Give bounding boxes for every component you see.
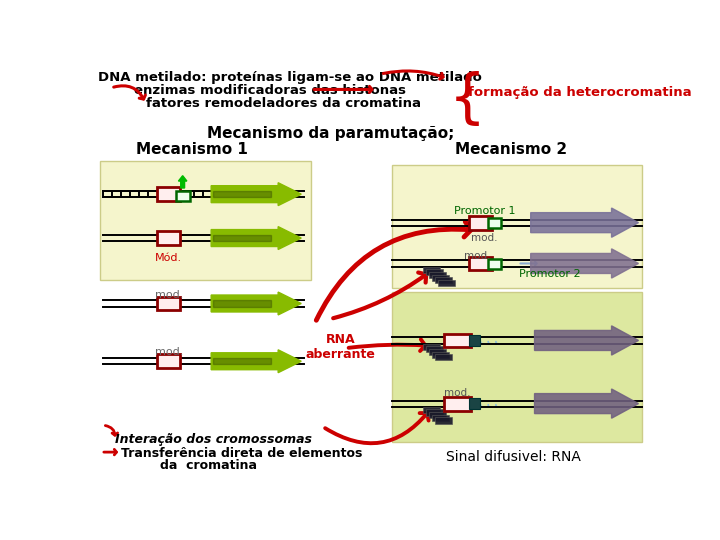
Bar [423, 267, 440, 273]
Text: Mecanismo da paramutação;: Mecanismo da paramutação; [207, 126, 454, 141]
Bar [435, 354, 452, 361]
FancyArrow shape [211, 350, 301, 373]
Text: Promotor 2: Promotor 2 [519, 269, 581, 279]
FancyArrow shape [212, 300, 271, 307]
Text: Sinal difusivel: RNA: Sinal difusivel: RNA [446, 450, 581, 464]
Bar [469, 215, 492, 230]
Bar [438, 280, 455, 286]
Text: mod.: mod. [155, 347, 183, 356]
Bar [157, 231, 180, 245]
Bar [157, 187, 180, 201]
Bar [444, 334, 472, 347]
FancyArrow shape [212, 358, 271, 365]
Bar [429, 272, 446, 278]
Bar [429, 412, 446, 418]
Text: DNA metilado: proteínas ligam-se ao DNA metilado: DNA metilado: proteínas ligam-se ao DNA … [98, 71, 482, 84]
Text: Mód.: Mód. [156, 253, 182, 264]
Bar [426, 346, 443, 353]
FancyArrow shape [534, 326, 639, 355]
Text: enzimas modificadoras das histonas: enzimas modificadoras das histonas [134, 84, 406, 97]
FancyArrow shape [212, 235, 271, 241]
Bar [429, 349, 446, 355]
Text: formação da heterocromatina: formação da heterocromatina [467, 86, 691, 99]
Text: fatores remodeladores da cromatina: fatores remodeladores da cromatina [145, 97, 420, 110]
Text: Interação dos cromossomas: Interação dos cromossomas [115, 433, 312, 446]
Bar [99, 161, 311, 280]
Text: mod.: mod. [155, 289, 183, 300]
FancyArrow shape [179, 176, 187, 188]
Bar [157, 354, 180, 368]
FancyArrow shape [211, 227, 301, 249]
Bar [435, 278, 452, 284]
Text: $\{$: $\{$ [448, 69, 480, 127]
Bar [487, 218, 501, 228]
Bar [469, 256, 492, 271]
Bar [432, 352, 449, 358]
Bar [423, 343, 440, 350]
Text: RNA
aberrante: RNA aberrante [305, 333, 375, 361]
Bar [423, 407, 440, 413]
FancyArrow shape [534, 389, 639, 418]
Text: Promotor 1: Promotor 1 [454, 206, 516, 215]
FancyArrow shape [211, 292, 301, 315]
FancyArrow shape [531, 208, 639, 237]
Bar [469, 398, 480, 409]
Bar [426, 409, 443, 416]
Bar [426, 269, 443, 275]
Bar [432, 275, 449, 281]
Text: mod.: mod. [472, 233, 498, 242]
Bar [392, 292, 642, 442]
Bar [444, 397, 472, 410]
Bar [435, 417, 452, 423]
Text: Transferência direta de elementos: Transferência direta de elementos [121, 447, 362, 460]
Bar [176, 191, 189, 201]
FancyArrow shape [531, 249, 639, 278]
FancyArrow shape [212, 191, 271, 198]
Bar [487, 259, 501, 269]
FancyArrow shape [211, 183, 301, 206]
Text: da  cromatina: da cromatina [160, 459, 256, 472]
Bar [432, 415, 449, 421]
Bar [469, 335, 480, 346]
Text: mod.: mod. [464, 251, 490, 261]
Bar [157, 296, 180, 310]
Text: mod.: mod. [444, 388, 471, 398]
Bar [392, 165, 642, 288]
Text: Mecanismo 2: Mecanismo 2 [455, 142, 567, 157]
Text: Mecanismo 1: Mecanismo 1 [136, 142, 248, 157]
